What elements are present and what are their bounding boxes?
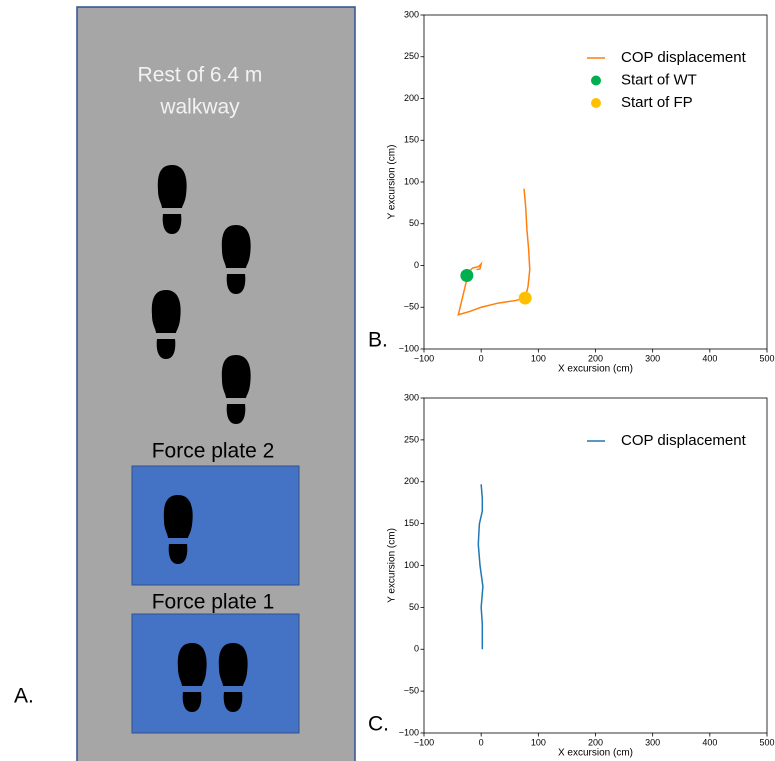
- force-plate: [131, 613, 300, 734]
- plate-label: Force plate 2: [152, 440, 275, 463]
- legend-label: Start of WT: [621, 71, 697, 88]
- y-tick-label: 150: [404, 518, 419, 528]
- y-axis-label: Y excursion (cm): [387, 145, 398, 220]
- panel-label: A.: [14, 685, 34, 708]
- y-tick-label: −50: [404, 302, 419, 312]
- walkway-label: Rest of 6.4 m: [138, 64, 263, 87]
- force-plate: [131, 465, 300, 586]
- x-tick-label: 400: [702, 737, 717, 747]
- y-axis-label: Y excursion (cm): [387, 528, 398, 603]
- walkway-label: walkway: [159, 96, 240, 119]
- y-tick-label: 300: [404, 9, 419, 19]
- panel-label: C.: [368, 713, 389, 736]
- legend-swatch: [591, 98, 601, 108]
- x-tick-label: 500: [759, 353, 774, 363]
- x-tick-label: 100: [531, 737, 546, 747]
- y-tick-label: −100: [399, 727, 419, 737]
- y-tick-label: 100: [404, 176, 419, 186]
- data-point: [460, 269, 474, 283]
- legend-label: COP displacement: [621, 432, 747, 449]
- x-tick-label: 300: [645, 353, 660, 363]
- y-tick-label: 50: [409, 218, 419, 228]
- plate-label: Force plate 1: [152, 591, 275, 614]
- x-axis-label: X excursion (cm): [558, 748, 633, 759]
- legend-label: COP displacement: [621, 49, 747, 66]
- panel-label: B.: [368, 329, 388, 352]
- y-tick-label: 300: [404, 392, 419, 402]
- x-tick-label: 400: [702, 353, 717, 363]
- x-tick-label: −100: [414, 353, 434, 363]
- y-tick-label: 150: [404, 135, 419, 145]
- x-axis-label: X excursion (cm): [558, 364, 633, 375]
- legend-label: Start of FP: [621, 94, 693, 111]
- x-tick-label: 500: [759, 737, 774, 747]
- x-tick-label: 100: [531, 353, 546, 363]
- y-tick-label: −100: [399, 343, 419, 353]
- x-tick-label: 0: [479, 353, 484, 363]
- legend-swatch: [591, 75, 601, 86]
- x-tick-label: 200: [588, 353, 603, 363]
- data-line: [477, 484, 484, 650]
- y-tick-label: 0: [414, 644, 419, 654]
- x-tick-label: 200: [588, 737, 603, 747]
- data-point: [518, 291, 532, 305]
- x-tick-label: 300: [645, 737, 660, 747]
- y-tick-label: 250: [404, 434, 419, 444]
- y-tick-label: 200: [404, 93, 419, 103]
- y-tick-label: 200: [404, 476, 419, 486]
- x-tick-label: −100: [414, 737, 434, 747]
- data-line: [457, 188, 531, 316]
- y-tick-label: 50: [409, 602, 419, 612]
- y-tick-label: −50: [404, 686, 419, 696]
- x-tick-label: 0: [479, 737, 484, 747]
- y-tick-label: 250: [404, 51, 419, 61]
- y-tick-label: 0: [414, 260, 419, 270]
- y-tick-label: 100: [404, 560, 419, 570]
